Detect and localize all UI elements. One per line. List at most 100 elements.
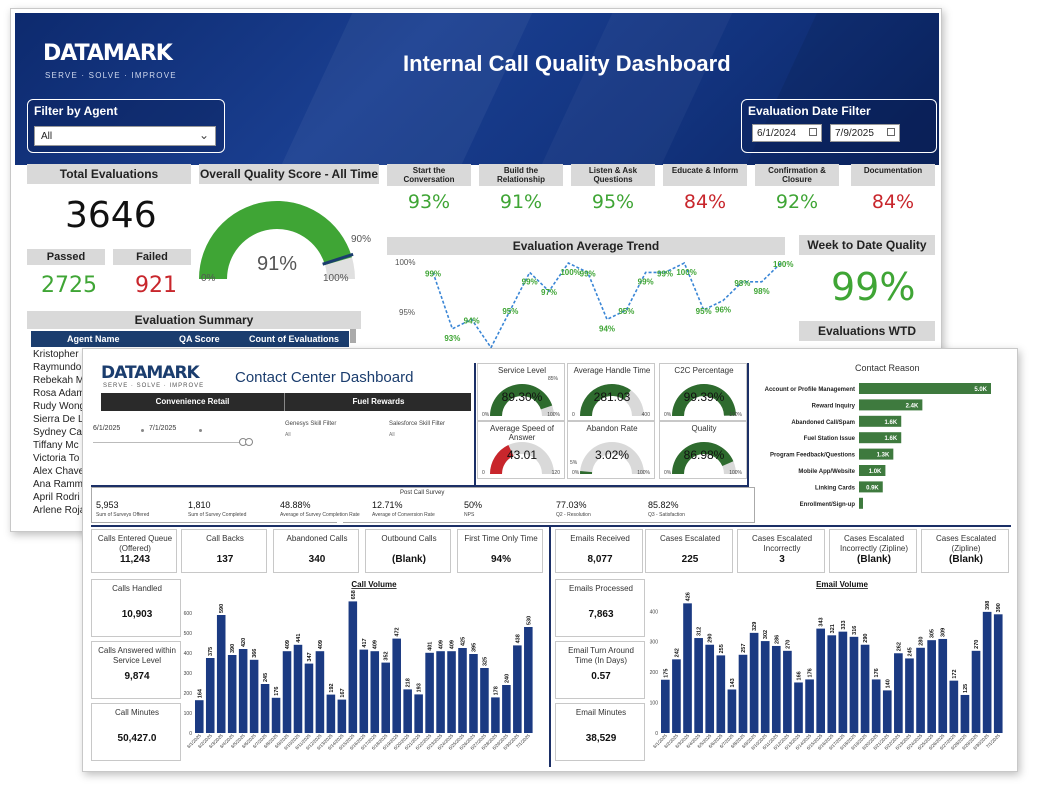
bar[interactable] (513, 645, 522, 733)
bar[interactable] (436, 651, 445, 733)
genesys-filter-select[interactable]: All (285, 432, 291, 438)
reason-bar[interactable] (859, 415, 902, 427)
summary-row-agent[interactable]: Ana Ramm (33, 479, 84, 490)
bar[interactable] (816, 628, 826, 733)
bar[interactable] (227, 655, 237, 733)
bar[interactable] (425, 652, 434, 733)
reason-bar[interactable] (859, 465, 886, 476)
bar[interactable] (683, 603, 692, 733)
reason-bar[interactable] (859, 497, 863, 509)
bar[interactable] (304, 663, 314, 733)
reason-bar[interactable] (859, 383, 991, 394)
reason-bar[interactable] (859, 432, 902, 444)
bar[interactable] (949, 680, 959, 733)
bar[interactable] (260, 684, 270, 733)
end-date-input[interactable]: 7/9/2025 (830, 124, 900, 142)
bar[interactable] (195, 700, 204, 733)
bar-value-label: 166 (796, 671, 802, 680)
bar[interactable] (282, 651, 292, 733)
bar[interactable] (838, 631, 848, 733)
bar[interactable] (905, 658, 914, 733)
bar[interactable] (672, 659, 681, 733)
reason-bar[interactable] (859, 481, 883, 493)
date-end[interactable]: 7/1/2025 (149, 425, 177, 432)
bar[interactable] (205, 658, 215, 733)
summary-row-agent[interactable]: Sydney Car (33, 427, 86, 438)
bar[interactable] (827, 635, 837, 733)
bar[interactable] (894, 653, 903, 733)
bar[interactable] (326, 694, 336, 733)
bar[interactable] (860, 644, 870, 733)
bar[interactable] (783, 650, 792, 733)
reason-bar[interactable] (859, 448, 894, 460)
bar[interactable] (524, 627, 533, 733)
bar[interactable] (716, 655, 726, 733)
bar[interactable] (771, 645, 781, 733)
bar[interactable] (271, 697, 281, 733)
bar[interactable] (480, 668, 489, 733)
bar[interactable] (403, 689, 412, 733)
summary-row-agent[interactable]: Arlene Roja (33, 505, 86, 516)
bar[interactable] (414, 694, 423, 733)
summary-row-agent[interactable]: Rudy Wong (33, 401, 86, 412)
bar[interactable] (993, 614, 1003, 733)
bar[interactable] (458, 648, 467, 733)
bar[interactable] (760, 641, 770, 733)
bar[interactable] (381, 662, 391, 733)
bar[interactable] (916, 647, 925, 733)
bar[interactable] (982, 611, 992, 733)
bar[interactable] (849, 636, 859, 733)
agent-filter-select[interactable]: All ⌄ (34, 126, 216, 146)
bar[interactable] (502, 685, 511, 733)
bar[interactable] (359, 649, 369, 733)
bar[interactable] (749, 632, 759, 733)
bar[interactable] (370, 651, 380, 733)
bar[interactable] (971, 650, 981, 733)
bar[interactable] (315, 651, 325, 733)
summary-scrollbar[interactable] (350, 329, 356, 343)
summary-col-agent[interactable]: Agent Name (67, 334, 120, 344)
category-label: Start the Conversation (387, 164, 471, 186)
summary-row-agent[interactable]: Alex Chave (33, 466, 85, 477)
bar[interactable] (661, 679, 670, 733)
date-slider-handle[interactable] (245, 438, 253, 446)
bar[interactable] (882, 690, 892, 733)
bar[interactable] (927, 640, 936, 733)
bar[interactable] (447, 651, 456, 733)
summary-row-agent[interactable]: Rebekah M (33, 375, 85, 386)
bar[interactable] (738, 654, 748, 733)
bar[interactable] (238, 649, 248, 733)
reason-bar[interactable] (859, 399, 923, 411)
summary-row-agent[interactable]: April Rodri (33, 492, 80, 503)
bar[interactable] (392, 638, 401, 733)
bar[interactable] (727, 689, 737, 733)
chevron-down-icon: ⌄ (198, 128, 209, 142)
bar[interactable] (249, 659, 259, 733)
tab-convenience-retail[interactable]: Convenience Retail (101, 393, 285, 411)
summary-row-agent[interactable]: Rosa Adam (33, 388, 85, 399)
bar[interactable] (938, 638, 948, 733)
bar[interactable] (491, 697, 500, 733)
summary-row-agent[interactable]: Raymundo (33, 362, 82, 373)
summary-col-qa[interactable]: QA Score (179, 334, 220, 344)
bar[interactable] (805, 679, 814, 733)
summary-row-agent[interactable]: Kristopher (33, 349, 79, 360)
bar[interactable] (293, 644, 303, 733)
bar[interactable] (469, 654, 478, 733)
tab-fuel-rewards[interactable]: Fuel Rewards (352, 397, 405, 406)
bar[interactable] (794, 682, 803, 733)
bar[interactable] (337, 699, 347, 733)
bar[interactable] (348, 601, 358, 733)
start-date-input[interactable]: 6/1/2024 (752, 124, 822, 142)
salesforce-filter-select[interactable]: All (389, 432, 395, 438)
bar[interactable] (871, 679, 881, 733)
bar[interactable] (216, 615, 226, 733)
bar[interactable] (960, 694, 970, 733)
summary-row-agent[interactable]: Tiffany Mc (33, 440, 79, 451)
summary-row-agent[interactable]: Victoria To (33, 453, 80, 464)
summary-col-count[interactable]: Count of Evaluations (249, 334, 339, 344)
summary-row-agent[interactable]: Sierra De L (33, 414, 84, 425)
bar[interactable] (694, 638, 703, 733)
bar[interactable] (705, 644, 715, 733)
date-start[interactable]: 6/1/2025 (93, 425, 121, 432)
